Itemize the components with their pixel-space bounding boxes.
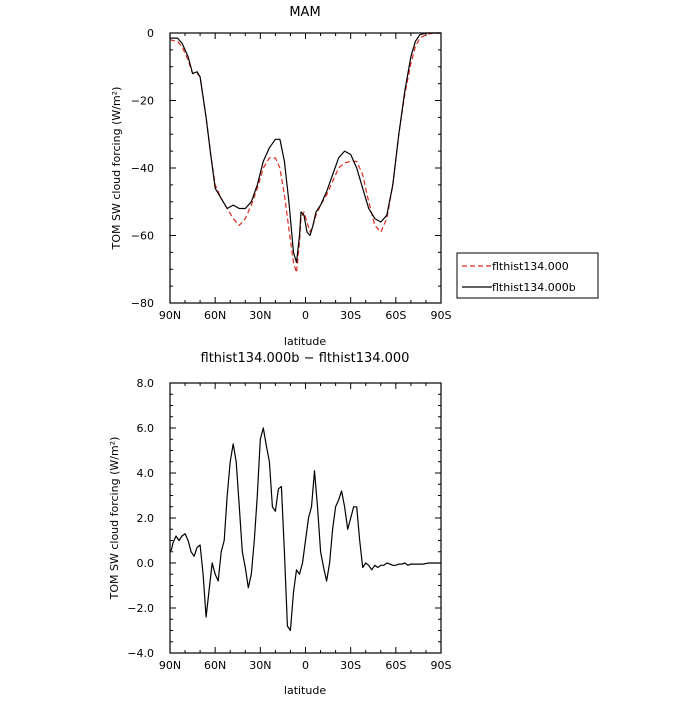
bottom-y-tick-label: 4.0 (137, 467, 155, 480)
bottom-plot-frame (169, 382, 442, 654)
top-x-tick-label: 30N (249, 309, 271, 322)
top-x-tick-label: 90S (431, 309, 452, 322)
bottom-y-tick-label: 8.0 (137, 377, 155, 390)
bottom-y-tick-label: 2.0 (137, 512, 155, 525)
top-x-tick-labels: 90N 60N 30N 0 30S 60S 90S (159, 309, 452, 322)
bottom-ticks (169, 382, 442, 654)
top-y-tick-label: −40 (131, 162, 154, 175)
bottom-series (169, 427, 441, 632)
top-x-tick-label: 60S (385, 309, 406, 322)
bottom-y-tick-label: 6.0 (137, 422, 155, 435)
bottom-x-tick-label: 90S (431, 659, 452, 672)
top-y-tick-label: −20 (131, 95, 154, 108)
bottom-x-axis-label: latitude (284, 684, 326, 697)
top-x-axis-label: latitude (284, 335, 326, 348)
bottom-x-tick-label: 90N (159, 659, 181, 672)
top-plot-frame (169, 32, 442, 304)
panel-bottom: flthist134.000b − flthist134.000 90N 60N 3… (108, 351, 452, 697)
top-series (169, 32, 441, 274)
top-chart-title: MAM (289, 5, 320, 20)
top-y-axis-label: TOM SW cloud forcing (W/m²) (110, 87, 123, 251)
panel-top: MAM 90N 60N 30N 0 30S 60S 90S 0 −20 −40 −60 −80 la… (110, 5, 599, 348)
bottom-y-tick-labels: 8.0 6.0 4.0 2.0 0.0 −2.0 −4.0 (127, 377, 154, 660)
bottom-x-tick-label: 60N (204, 659, 226, 672)
bottom-x-tick-label: 0 (302, 659, 309, 672)
top-y-tick-label: 0 (147, 27, 154, 40)
top-y-tick-label: −80 (131, 297, 154, 310)
top-x-tick-label: 30S (340, 309, 361, 322)
bottom-x-tick-label: 30N (249, 659, 271, 672)
top-x-tick-label: 60N (204, 309, 226, 322)
bottom-y-tick-label: 0.0 (137, 557, 155, 570)
bottom-y-axis-label: TOM SW cloud forcing (W/m²) (108, 437, 121, 601)
bottom-x-tick-labels: 90N 60N 30N 0 30S 60S 90S (159, 659, 452, 672)
bottom-y-tick-label: −4.0 (127, 647, 154, 660)
bottom-x-tick-label: 30S (340, 659, 361, 672)
bottom-x-tick-label: 60S (385, 659, 406, 672)
legend-label-series-1: flthist134.000 (492, 260, 569, 273)
top-ticks (169, 32, 442, 304)
legend: flthist134.000 flthist134.000b (456, 252, 599, 299)
top-x-tick-label: 90N (159, 309, 181, 322)
top-series-line-2 (170, 32, 441, 264)
bottom-chart-title: flthist134.000b − flthist134.000 (201, 351, 410, 366)
legend-box (456, 252, 599, 299)
legend-label-series-2: flthist134.000b (492, 281, 576, 294)
bottom-y-tick-label: −2.0 (127, 602, 154, 615)
top-y-tick-label: −60 (131, 230, 154, 243)
top-y-tick-labels: 0 −20 −40 −60 −80 (131, 27, 154, 310)
top-x-tick-label: 0 (302, 309, 309, 322)
bottom-series-line-1 (169, 427, 441, 632)
